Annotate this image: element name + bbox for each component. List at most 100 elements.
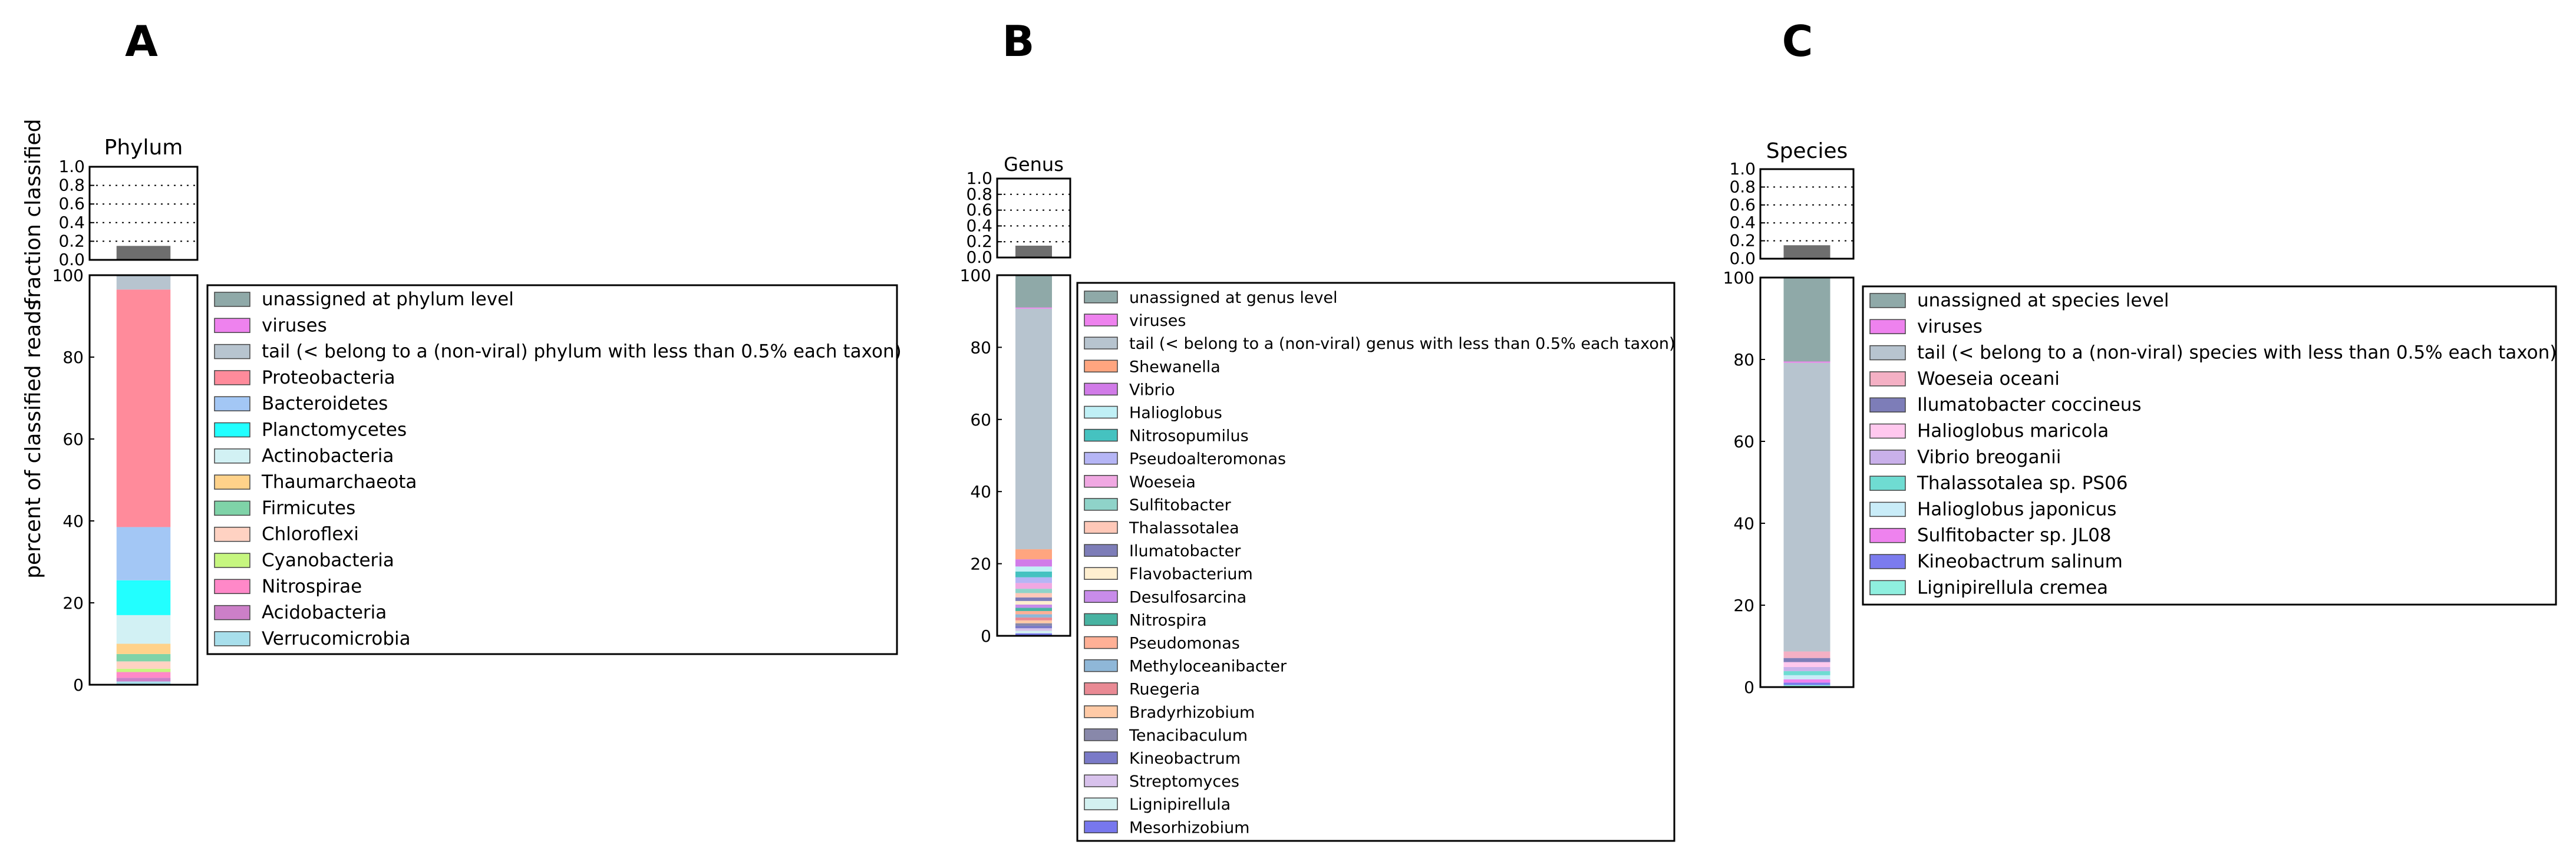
panel-b: Genus0.00.20.40.60.81.0020406080100unass… xyxy=(960,153,1675,842)
legend-item: Sulfitobacter sp. JL08 xyxy=(1869,525,2112,546)
legend-swatch xyxy=(1869,476,1906,491)
legend-swatch xyxy=(1084,728,1118,741)
fraction-tick-label: 0.4 xyxy=(966,216,992,235)
stacked-segment xyxy=(116,275,171,290)
fraction-tick-label: 0.6 xyxy=(1729,195,1756,214)
stacked-segment xyxy=(116,678,171,682)
legend-item: Flavobacterium xyxy=(1084,565,1253,583)
legend-label: Lignipirellula xyxy=(1129,796,1231,814)
legend-swatch xyxy=(1084,428,1118,442)
legend-swatch xyxy=(1084,613,1118,626)
legend-label: Pseudoalteromonas xyxy=(1129,450,1286,468)
legend-swatch xyxy=(214,448,250,464)
fraction-tick-label: 0.2 xyxy=(58,231,85,250)
legend-label: Tenacibaculum xyxy=(1129,727,1248,745)
legend-label: Proteobacteria xyxy=(262,367,395,388)
legend-swatch xyxy=(1084,291,1118,303)
stacked-segment xyxy=(116,289,171,527)
fraction-tick-label: 1.0 xyxy=(966,169,992,188)
stacked-segment xyxy=(1015,566,1052,572)
stacked-segment xyxy=(1015,307,1052,309)
fraction-tick-label: 0.2 xyxy=(966,232,992,251)
stacked-segment xyxy=(116,668,171,672)
stacked-segment xyxy=(1783,662,1830,667)
legend-item: viruses xyxy=(214,315,327,336)
legend-swatch xyxy=(1084,590,1118,603)
stacked-segment xyxy=(1015,559,1052,567)
stacked-segment xyxy=(1015,620,1052,623)
fraction-tick-label: 0.8 xyxy=(966,184,992,204)
legend-item: Woeseia xyxy=(1084,473,1196,491)
percent-tick-label: 80 xyxy=(1733,350,1754,369)
percent-tick-label: 0 xyxy=(1744,678,1754,697)
legend-swatch xyxy=(1084,682,1118,695)
chart-title-c: Species xyxy=(1766,139,1848,163)
legend-item: Woeseia oceani xyxy=(1869,368,2060,390)
percent-plot-a: 0 20 40 60 80 100 xyxy=(52,266,199,695)
fraction-plot-b: 0.00.20.40.60.81.0 xyxy=(966,169,1071,267)
legend-item: Bradyrhizobium xyxy=(1084,704,1255,722)
stacked-segment xyxy=(1015,308,1052,550)
fraction-axes-frame xyxy=(88,166,199,261)
legend-label: Kineobactrum salinum xyxy=(1917,551,2123,572)
legend-swatch xyxy=(1084,820,1118,834)
fraction-tick-label: 0.8 xyxy=(58,176,85,195)
legend-b: unassigned at genus level viruses tail (< … xyxy=(1076,282,1675,842)
legend-swatch xyxy=(214,526,250,542)
legend-label: tail (< belong to a (non-viral) genus wi… xyxy=(1129,335,1675,353)
legend-label: Acidobacteria xyxy=(262,602,387,623)
legend-item: Thalassotalea xyxy=(1084,519,1239,537)
stacked-segment xyxy=(1783,685,1830,687)
percent-tick-label: 100 xyxy=(960,266,991,285)
panel-c: Species0.00.20.40.60.81.0020406080100una… xyxy=(1723,139,2557,697)
legend-swatch xyxy=(1084,797,1118,810)
stacked-segment xyxy=(1783,682,1830,685)
legend-label: Thalassotalea sp. PS06 xyxy=(1917,473,2128,494)
percent-tick-label: 60 xyxy=(970,410,991,430)
legend-swatch xyxy=(1869,554,1906,569)
legend-label: Halioglobus maricola xyxy=(1917,421,2109,442)
legend-item: Actinobacteria xyxy=(214,445,394,467)
percent-axes-frame xyxy=(1759,276,1855,688)
legend-swatch xyxy=(1084,521,1118,534)
legend-label: unassigned at genus level xyxy=(1129,289,1338,307)
stacked-segment xyxy=(116,580,171,615)
legend-swatch xyxy=(1084,544,1118,557)
fraction-tick-label: 0.0 xyxy=(1729,249,1756,268)
fraction-tick-label: 1.0 xyxy=(58,157,85,176)
percent-tick-label: 60 xyxy=(62,430,84,449)
percent-tick-label: 20 xyxy=(62,593,84,613)
legend-swatch xyxy=(1084,313,1118,326)
legend-item: Mesorhizobium xyxy=(1084,819,1249,837)
legend-item: Halioglobus xyxy=(1084,404,1222,423)
legend-swatch xyxy=(1084,705,1118,718)
stacked-segment xyxy=(116,643,171,654)
fraction-tick-label: 0.4 xyxy=(58,213,85,232)
legend-swatch xyxy=(1869,450,1906,465)
percent-tick-label: 20 xyxy=(970,555,991,574)
legend-item: Lignipirellula cremea xyxy=(1869,577,2108,598)
legend-swatch xyxy=(1084,382,1118,396)
percent-tick-label: 0 xyxy=(981,626,991,646)
legend-swatch xyxy=(1084,451,1118,465)
legend-swatch xyxy=(1084,475,1118,488)
legend-label: Flavobacterium xyxy=(1129,565,1253,583)
fraction-tick-label: 0.6 xyxy=(966,200,992,220)
percent-tick-label: 100 xyxy=(52,266,84,285)
legend-item: viruses xyxy=(1084,312,1186,330)
fraction-tick-label: 0.6 xyxy=(58,194,85,213)
stacked-segment xyxy=(1015,614,1052,618)
legend-label: viruses xyxy=(1917,316,1983,337)
stacked-segment xyxy=(116,654,171,662)
fraction-plot-a: 0.00.20.40.60.81.0 xyxy=(58,157,199,269)
legend-swatch xyxy=(1084,636,1118,649)
legend-item: Pseudomonas xyxy=(1084,635,1240,653)
legend-item: Shewanella xyxy=(1084,358,1221,376)
legend-item: tail (< belong to a (non-viral) genus wi… xyxy=(1084,335,1675,353)
legend-label: Verrucomicrobia xyxy=(262,628,411,649)
legend-item: Chloroflexi xyxy=(214,524,359,545)
legend-item: Firmicutes xyxy=(214,497,355,519)
fraction-tick-label: 1.0 xyxy=(1729,159,1756,179)
legend-swatch xyxy=(1869,397,1906,412)
legend-label: Ilumatobacter xyxy=(1129,542,1241,560)
